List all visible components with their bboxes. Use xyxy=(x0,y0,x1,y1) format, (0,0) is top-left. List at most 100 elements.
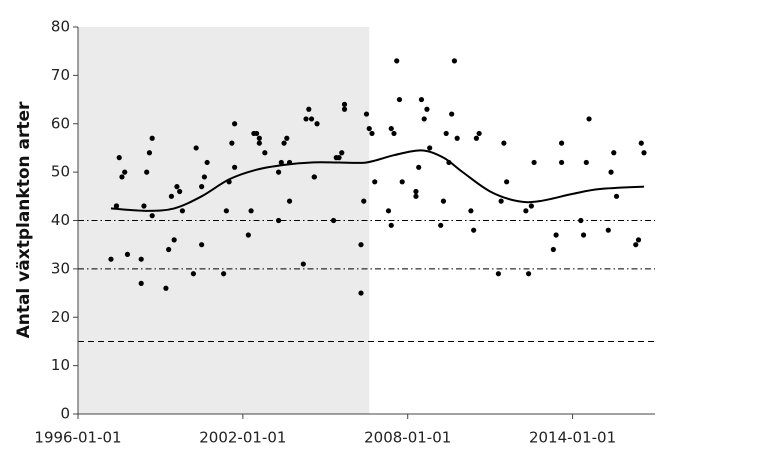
data-point xyxy=(314,121,320,127)
data-point xyxy=(388,125,394,132)
data-point xyxy=(141,203,147,209)
data-point xyxy=(550,246,556,253)
data-point xyxy=(275,217,282,224)
data-point xyxy=(476,130,482,137)
data-point xyxy=(253,130,260,137)
x-tick-label: 2008-01-01 xyxy=(364,429,451,447)
data-point xyxy=(424,106,430,112)
data-point xyxy=(232,121,238,127)
data-point xyxy=(275,169,282,175)
x-tick-label: 1996-01-01 xyxy=(34,429,121,447)
data-point xyxy=(149,135,155,141)
data-point xyxy=(369,130,375,137)
data-point xyxy=(341,106,348,112)
y-tick-label: 30 xyxy=(51,259,70,277)
data-point xyxy=(262,150,268,156)
data-point xyxy=(438,222,444,228)
data-point xyxy=(138,280,144,286)
data-point xyxy=(605,227,611,233)
data-point xyxy=(641,150,647,156)
data-point xyxy=(108,256,114,262)
data-point xyxy=(168,193,175,199)
data-point xyxy=(138,256,144,262)
data-point xyxy=(413,188,419,195)
y-tick-label: 60 xyxy=(51,114,70,132)
data-point xyxy=(399,179,405,185)
data-point xyxy=(330,217,337,224)
data-point xyxy=(421,116,427,122)
data-point xyxy=(473,135,480,141)
data-point xyxy=(119,174,125,180)
data-point xyxy=(633,242,639,248)
data-point xyxy=(232,164,238,170)
data-point xyxy=(278,159,284,166)
data-point xyxy=(149,213,155,219)
data-point xyxy=(171,237,177,243)
data-point xyxy=(245,232,251,238)
data-point xyxy=(179,208,186,214)
data-point xyxy=(300,261,306,267)
data-point xyxy=(361,198,367,204)
data-point xyxy=(166,246,172,253)
data-point xyxy=(468,208,474,214)
data-point xyxy=(385,208,392,214)
data-point xyxy=(523,208,529,214)
data-point xyxy=(498,198,504,204)
data-point xyxy=(281,140,287,146)
data-point xyxy=(199,242,205,248)
y-axis-label: Antal växtplankton arter xyxy=(14,101,34,338)
data-point xyxy=(416,164,422,170)
data-point xyxy=(190,271,196,277)
data-point xyxy=(586,116,592,122)
data-point xyxy=(635,237,642,243)
data-point xyxy=(193,145,199,151)
data-point xyxy=(358,290,364,296)
data-point xyxy=(418,96,425,103)
y-tick-label: 0 xyxy=(60,405,70,423)
data-point xyxy=(391,130,397,137)
data-point xyxy=(366,125,372,132)
data-point xyxy=(471,227,477,233)
data-point xyxy=(553,232,559,238)
y-tick-label: 50 xyxy=(51,163,70,181)
data-point xyxy=(256,140,262,146)
y-tick-label: 40 xyxy=(51,211,70,229)
data-point xyxy=(177,188,183,195)
data-point xyxy=(580,232,587,238)
y-tick-label: 70 xyxy=(51,66,70,84)
y-tick-label: 20 xyxy=(51,308,70,326)
data-point xyxy=(113,203,120,209)
data-point xyxy=(358,242,364,248)
data-point xyxy=(396,96,403,103)
data-point xyxy=(204,159,210,166)
data-point xyxy=(201,174,207,180)
data-point xyxy=(531,159,537,166)
data-point xyxy=(558,159,565,166)
data-point xyxy=(221,271,227,277)
y-tick-label: 80 xyxy=(51,18,70,36)
data-point xyxy=(440,198,447,204)
data-point xyxy=(558,140,565,146)
data-point xyxy=(501,140,507,146)
data-point xyxy=(311,174,317,180)
data-point xyxy=(528,203,534,209)
data-point xyxy=(578,217,584,224)
data-point xyxy=(454,135,460,141)
data-point xyxy=(504,179,510,185)
y-tick-label: 10 xyxy=(51,356,70,374)
data-point xyxy=(124,251,131,257)
data-point xyxy=(443,130,449,137)
data-point xyxy=(144,169,150,175)
data-point xyxy=(163,285,169,291)
data-point xyxy=(613,193,620,199)
shaded-region xyxy=(78,27,370,414)
data-point xyxy=(341,101,348,107)
data-point xyxy=(372,179,378,185)
data-point xyxy=(608,169,614,175)
data-point xyxy=(449,111,455,117)
data-point xyxy=(308,116,315,122)
data-point xyxy=(583,159,589,166)
data-point xyxy=(284,135,290,141)
data-point xyxy=(336,155,342,161)
